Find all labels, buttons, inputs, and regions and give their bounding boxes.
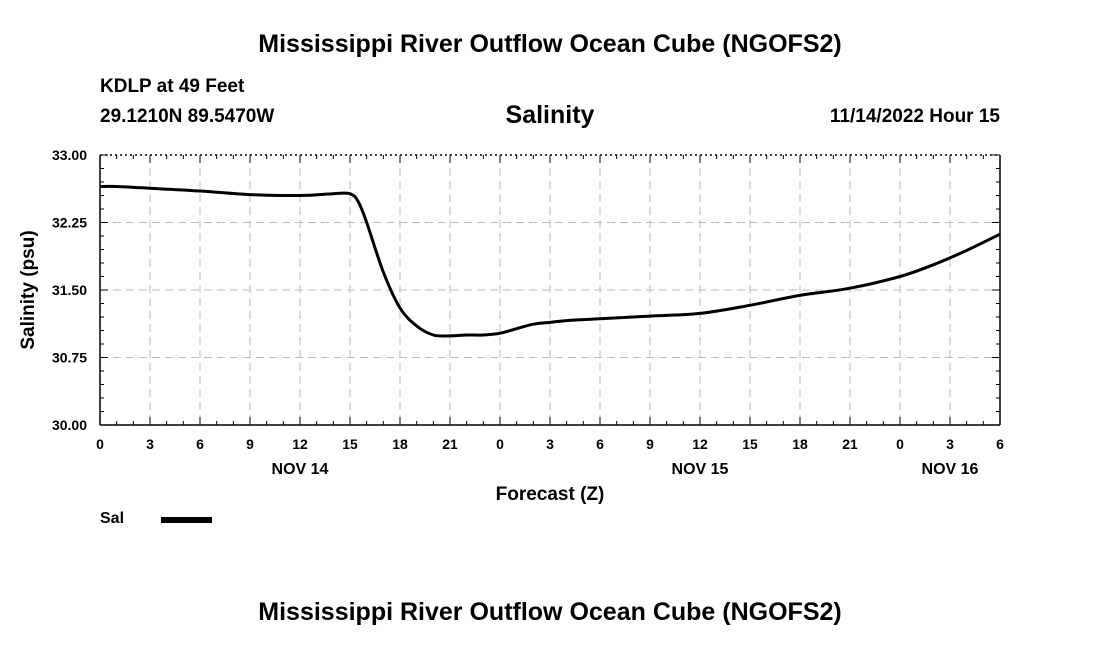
chart-title: Mississippi River Outflow Ocean Cube (NG…: [258, 30, 842, 58]
x-tick-label: 0: [896, 436, 904, 452]
footer-title: Mississippi River Outflow Ocean Cube (NG…: [258, 598, 842, 626]
x-tick-label: 0: [496, 436, 504, 452]
day-label: NOV 15: [672, 461, 729, 478]
x-tick-label: 6: [996, 436, 1004, 452]
x-tick-label: 18: [792, 436, 808, 452]
y-tick-label: 30.75: [52, 350, 87, 366]
forecast-datetime: 11/14/2022 Hour 15: [829, 106, 1000, 127]
y-tick-label: 30.00: [52, 417, 87, 433]
x-tick-label: 21: [842, 436, 858, 452]
x-tick-label: 12: [292, 436, 308, 452]
x-tick-label: 21: [442, 436, 458, 452]
y-axis-label: Salinity (psu): [18, 230, 39, 349]
day-label: NOV 16: [922, 461, 979, 478]
variable-title: Salinity: [505, 101, 595, 129]
x-tick-label: 0: [96, 436, 104, 452]
x-tick-label: 3: [146, 436, 154, 452]
day-label: NOV 14: [272, 461, 329, 478]
x-tick-label: 15: [342, 436, 358, 452]
station-label: KDLP at 49 Feet: [100, 76, 245, 97]
x-tick-label: 12: [692, 436, 708, 452]
x-tick-label: 3: [546, 436, 554, 452]
x-tick-label: 18: [392, 436, 408, 452]
x-tick-label: 15: [742, 436, 758, 452]
y-tick-label: 33.00: [52, 147, 87, 163]
series-line-sal: [99, 184, 1001, 338]
x-tick-label: 9: [646, 436, 654, 452]
x-tick-label: 6: [596, 436, 604, 452]
x-axis-label: Forecast (Z): [496, 484, 605, 505]
y-tick-label: 31.50: [52, 282, 87, 298]
x-tick-label: 6: [196, 436, 204, 452]
x-tick-label: 9: [246, 436, 254, 452]
y-tick-label: 32.25: [52, 215, 87, 231]
x-tick-label: 3: [946, 436, 954, 452]
legend-swatch: [161, 517, 212, 523]
station-coordinates: 29.1210N 89.5470W: [100, 106, 275, 127]
legend-label: Sal: [100, 510, 125, 527]
